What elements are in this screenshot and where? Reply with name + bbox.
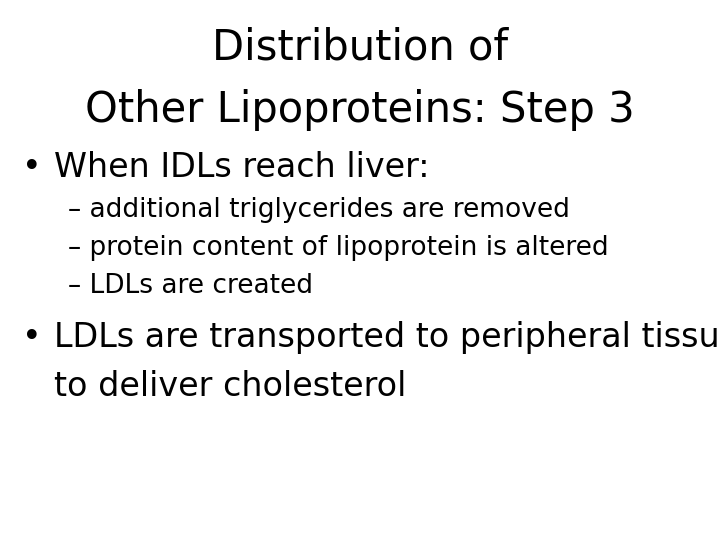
Text: – additional triglycerides are removed: – additional triglycerides are removed bbox=[68, 197, 570, 223]
Text: Distribution of: Distribution of bbox=[212, 27, 508, 69]
Text: LDLs are transported to peripheral tissues: LDLs are transported to peripheral tissu… bbox=[54, 321, 720, 354]
Text: •: • bbox=[22, 151, 41, 184]
Text: to deliver cholesterol: to deliver cholesterol bbox=[54, 370, 406, 403]
Text: When IDLs reach liver:: When IDLs reach liver: bbox=[54, 151, 430, 184]
Text: – LDLs are created: – LDLs are created bbox=[68, 273, 313, 299]
Text: Other Lipoproteins: Step 3: Other Lipoproteins: Step 3 bbox=[85, 89, 635, 131]
Text: •: • bbox=[22, 321, 41, 354]
Text: – protein content of lipoprotein is altered: – protein content of lipoprotein is alte… bbox=[68, 235, 609, 261]
